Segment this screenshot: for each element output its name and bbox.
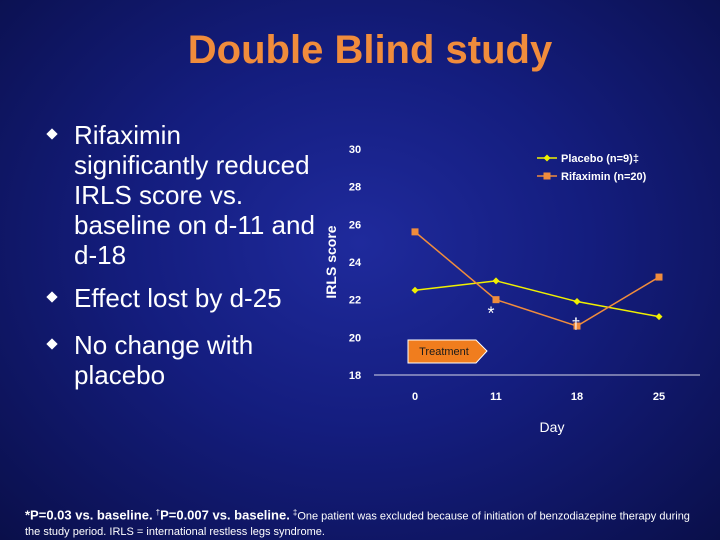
significance-marker: * — [487, 304, 494, 324]
y-tick-label: 20 — [349, 332, 361, 344]
bullet-text: Rifaximin significantly reduced IRLS sco… — [74, 120, 315, 270]
x-tick-label: 0 — [412, 391, 418, 403]
footnote-sig-2: P=0.007 vs. baseline. — [160, 507, 290, 523]
legend-marker — [543, 154, 551, 162]
footnote-dagger: † — [155, 508, 161, 517]
data-point — [411, 228, 419, 236]
x-tick-label: 25 — [653, 391, 665, 403]
bullet-text: No change with placebo — [74, 330, 254, 390]
legend-marker — [543, 172, 551, 180]
slide-title: Double Blind study — [187, 28, 553, 72]
data-point — [573, 298, 581, 306]
y-tick-label: 26 — [349, 219, 361, 231]
data-point — [655, 273, 663, 281]
data-point — [573, 322, 581, 330]
significance-marker: † — [572, 316, 581, 333]
legend-label: Placebo (n=9)‡ — [561, 153, 639, 165]
y-tick-label: 18 — [349, 370, 361, 382]
bullet-item: Rifaximin significantly reduced IRLS sco… — [46, 120, 318, 270]
bullet-item: No change with placebo — [46, 330, 318, 390]
y-tick-label: 22 — [349, 295, 361, 307]
series-line — [414, 280, 660, 318]
footnote-sig-1: *P=0.03 vs. baseline. — [25, 507, 153, 523]
bullet-item: Effect lost by d-25 — [46, 283, 318, 313]
x-tick-label: 11 — [490, 391, 502, 403]
data-point — [411, 286, 419, 294]
treatment-callout-arrow — [407, 339, 488, 364]
y-axis-title: IRLS score — [323, 225, 339, 298]
footnote-text: One patient was excluded because of init… — [25, 510, 690, 538]
y-tick-label: 30 — [349, 144, 361, 156]
footnote-ddagger: ‡ — [292, 508, 298, 517]
bullet-text: Effect lost by d-25 — [74, 283, 282, 313]
legend-label: Rifaximin (n=20) — [561, 171, 647, 183]
footnote: *P=0.03 vs. baseline. †P=0.007 vs. basel… — [25, 505, 705, 540]
treatment-callout-label: Treatment — [419, 346, 469, 358]
data-point — [655, 313, 663, 321]
data-point — [492, 277, 500, 285]
y-tick-label: 28 — [349, 182, 361, 194]
x-tick-label: 18 — [571, 391, 583, 403]
x-axis-title: Day — [540, 419, 565, 435]
series-line — [414, 231, 660, 327]
data-point — [492, 296, 500, 304]
y-tick-label: 24 — [349, 257, 362, 269]
